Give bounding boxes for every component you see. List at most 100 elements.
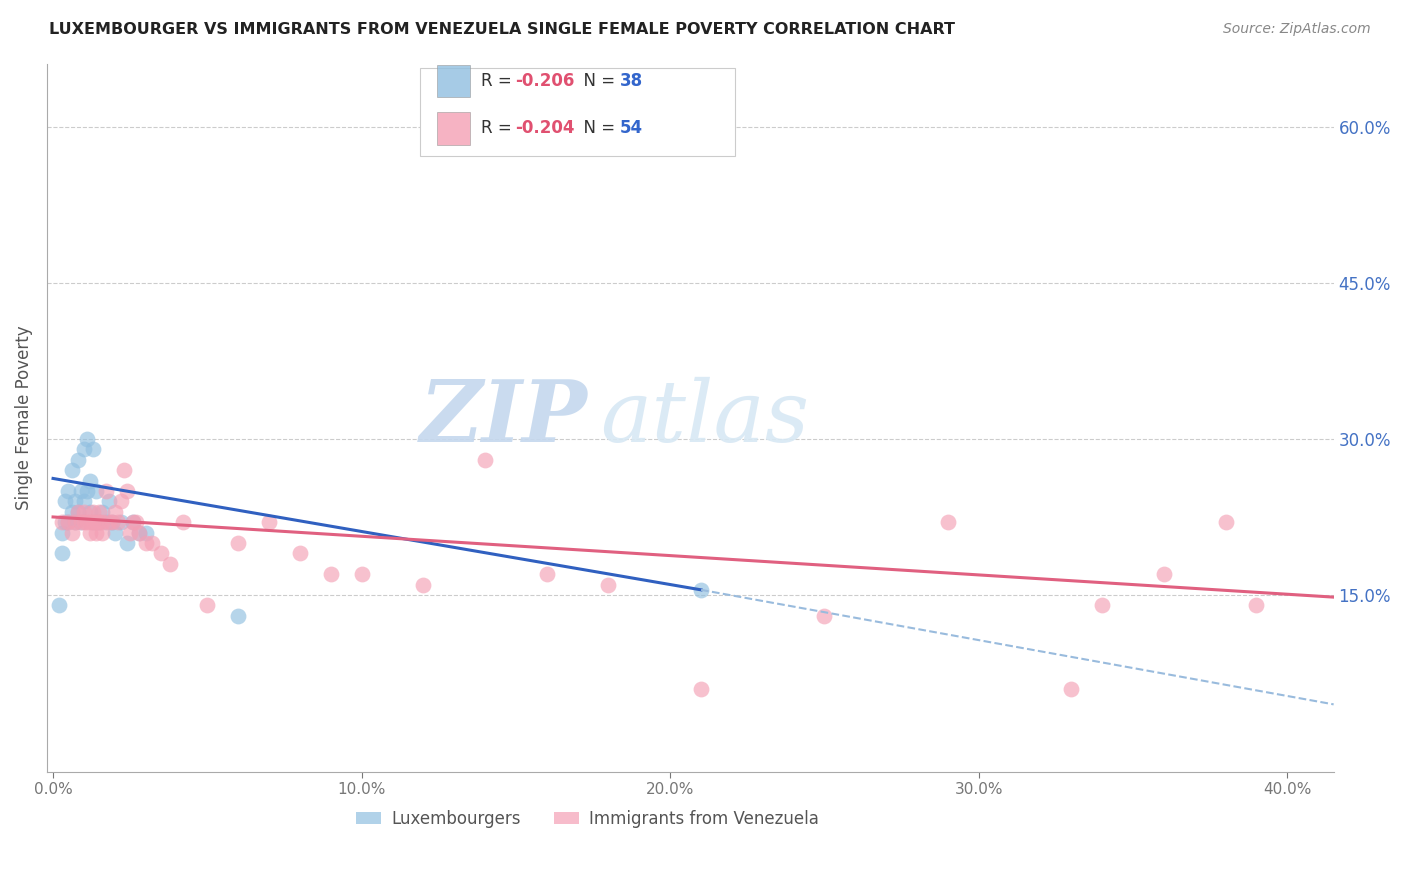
Point [319, 567, 342, 582]
Point [55, 494, 77, 508]
Point [128, 525, 150, 540]
Point [60, 463, 83, 477]
FancyBboxPatch shape [420, 68, 735, 156]
Point [82, 505, 104, 519]
Point [936, 515, 959, 529]
Text: 54: 54 [620, 120, 643, 137]
FancyBboxPatch shape [437, 112, 470, 145]
Point [48, 599, 70, 613]
Point [82, 442, 104, 457]
Point [79, 525, 101, 540]
Point [58, 483, 80, 498]
Text: N =: N = [574, 120, 620, 137]
Point [813, 608, 835, 623]
Point [91, 505, 114, 519]
Point [122, 515, 145, 529]
Point [63, 515, 86, 529]
Point [66, 505, 89, 519]
Text: -0.206: -0.206 [515, 72, 575, 90]
Point [97, 515, 120, 529]
Point [94, 515, 117, 529]
Text: atlas: atlas [600, 376, 810, 459]
Point [51, 546, 73, 560]
Point [1215, 515, 1237, 529]
Point [76, 483, 98, 498]
Point [91, 525, 114, 540]
Point [598, 577, 620, 591]
Point [58, 515, 80, 529]
Point [79, 474, 101, 488]
Point [104, 505, 127, 519]
Point [1153, 567, 1175, 582]
Point [195, 599, 218, 613]
Text: -0.204: -0.204 [515, 120, 575, 137]
Point [73, 442, 96, 457]
Point [89, 505, 111, 519]
Legend: Luxembourgers, Immigrants from Venezuela: Luxembourgers, Immigrants from Venezuela [349, 803, 825, 835]
Point [122, 515, 145, 529]
Y-axis label: Single Female Poverty: Single Female Poverty [15, 326, 32, 510]
Point [128, 525, 150, 540]
Point [63, 515, 86, 529]
FancyBboxPatch shape [437, 65, 470, 97]
Point [135, 536, 157, 550]
Text: N =: N = [574, 72, 620, 90]
Point [84, 515, 107, 529]
Text: LUXEMBOURGER VS IMMIGRANTS FROM VENEZUELA SINGLE FEMALE POVERTY CORRELATION CHAR: LUXEMBOURGER VS IMMIGRANTS FROM VENEZUEL… [49, 22, 955, 37]
Point [55, 515, 77, 529]
Point [112, 463, 135, 477]
Point [79, 515, 101, 529]
Point [73, 505, 96, 519]
Point [69, 515, 91, 529]
Point [69, 483, 91, 498]
Point [60, 525, 83, 540]
Point [350, 567, 373, 582]
Point [69, 515, 91, 529]
Point [79, 505, 101, 519]
Point [51, 515, 73, 529]
Text: ZIP: ZIP [419, 376, 588, 459]
Point [73, 515, 96, 529]
Point [104, 525, 127, 540]
Point [690, 582, 713, 597]
Point [107, 515, 129, 529]
Point [84, 525, 107, 540]
Text: Source: ZipAtlas.com: Source: ZipAtlas.com [1223, 22, 1371, 37]
Point [1246, 599, 1268, 613]
Point [100, 515, 122, 529]
Point [226, 536, 249, 550]
Point [84, 483, 107, 498]
Point [97, 494, 120, 508]
Point [60, 505, 83, 519]
Point [150, 546, 173, 560]
Text: 38: 38 [620, 72, 643, 90]
Point [257, 515, 280, 529]
Point [226, 608, 249, 623]
Point [73, 494, 96, 508]
Point [115, 536, 138, 550]
Point [58, 515, 80, 529]
Point [110, 515, 132, 529]
Point [84, 515, 107, 529]
Point [76, 432, 98, 446]
Point [94, 483, 117, 498]
Text: R =: R = [481, 72, 516, 90]
Point [412, 577, 434, 591]
Point [89, 515, 111, 529]
Point [1091, 599, 1114, 613]
Point [1060, 681, 1083, 696]
Point [536, 567, 558, 582]
Text: R =: R = [481, 120, 516, 137]
Point [159, 557, 181, 571]
Point [89, 515, 111, 529]
Point [82, 515, 104, 529]
Point [172, 515, 194, 529]
Point [115, 483, 138, 498]
Point [141, 536, 163, 550]
Point [120, 525, 142, 540]
Point [76, 515, 98, 529]
Point [135, 525, 157, 540]
Point [82, 515, 104, 529]
Point [288, 546, 311, 560]
Point [51, 525, 73, 540]
